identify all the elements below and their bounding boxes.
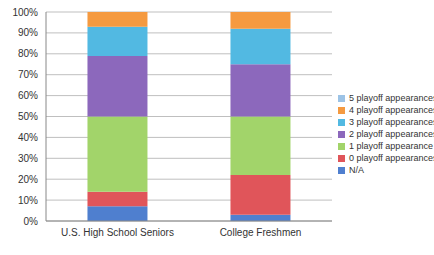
svg-text:College Freshmen: College Freshmen <box>220 227 302 238</box>
svg-text:U.S. High School Seniors: U.S. High School Seniors <box>61 227 174 238</box>
svg-text:30%: 30% <box>18 153 38 164</box>
svg-text:60%: 60% <box>18 90 38 101</box>
svg-text:10%: 10% <box>18 195 38 206</box>
svg-text:80%: 80% <box>18 48 38 59</box>
svg-text:40%: 40% <box>18 132 38 143</box>
svg-text:70%: 70% <box>18 69 38 80</box>
svg-text:20%: 20% <box>18 174 38 185</box>
svg-text:50%: 50% <box>18 111 38 122</box>
svg-text:100%: 100% <box>12 7 38 18</box>
html-text:N/A: N/A <box>349 165 364 175</box>
svg-text:0%: 0% <box>24 216 39 227</box>
html-text:1 playoff appearance: 1 playoff appearance <box>349 141 433 151</box>
svg-text:90%: 90% <box>18 27 38 38</box>
